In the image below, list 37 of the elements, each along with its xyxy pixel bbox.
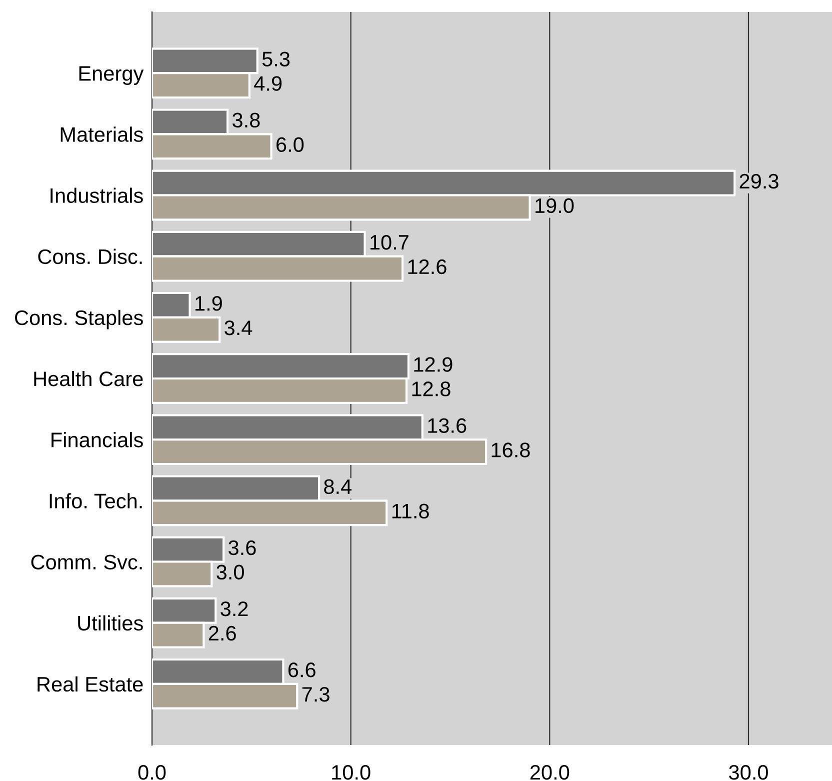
y-tick-label: Financials [52, 432, 143, 448]
data-label: 12.9 [414, 357, 452, 372]
data-label: 12.6 [408, 259, 446, 274]
data-label: 3.4 [224, 320, 252, 336]
y-tick-label: Cons. Disc. [38, 248, 142, 264]
x-tick-label: 0.0 [138, 764, 166, 780]
data-label: 2.6 [208, 626, 236, 641]
data-label: 29.3 [740, 174, 778, 189]
data-label: 4.9 [254, 76, 282, 91]
y-tick-label: Health Care [34, 370, 143, 386]
data-label: 12.8 [412, 382, 450, 396]
data-label: 16.8 [492, 442, 530, 458]
data-label: 10.7 [370, 234, 408, 250]
data-label: 11.8 [392, 504, 429, 518]
data-label: 7.3 [302, 686, 330, 702]
data-label: 8.4 [324, 479, 352, 494]
y-tick-label: Materials [60, 126, 143, 142]
data-label: 3.6 [228, 540, 256, 556]
data-label: 3.0 [216, 564, 244, 580]
data-label: 6.6 [288, 662, 316, 678]
y-tick-label: Real Estate [38, 676, 143, 692]
x-tick-label: 30.0 [729, 764, 768, 780]
data-label: 19.0 [536, 198, 574, 214]
data-label: 13.6 [428, 418, 466, 433]
x-tick-label: 20.0 [530, 764, 570, 780]
x-tick-label: 10.0 [332, 764, 370, 780]
y-tick-label: Cons. Staples [15, 310, 143, 330]
y-tick-label: Utilities [78, 615, 143, 631]
y-tick-label: Info. Tech. [50, 493, 142, 508]
data-label: 1.9 [196, 296, 222, 311]
y-tick-label: Energy [79, 66, 144, 85]
data-label: 6.0 [276, 137, 304, 152]
y-tick-label: Comm. Svc. [31, 554, 142, 570]
data-label: 3.2 [220, 601, 248, 616]
data-label: 5.3 [262, 52, 290, 66]
y-tick-label: Industrials [50, 188, 143, 204]
data-label: 3.8 [232, 112, 260, 128]
